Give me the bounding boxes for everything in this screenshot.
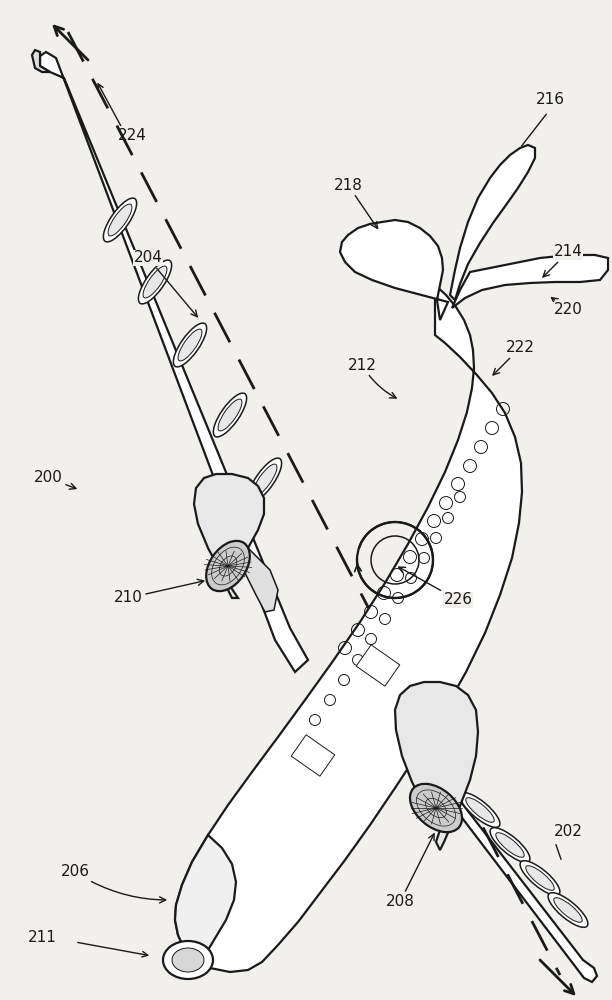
- Ellipse shape: [526, 866, 554, 890]
- Polygon shape: [238, 548, 278, 612]
- Text: 226: 226: [399, 567, 472, 607]
- Polygon shape: [32, 50, 50, 72]
- Ellipse shape: [138, 260, 171, 304]
- Text: 212: 212: [348, 358, 396, 398]
- Polygon shape: [450, 145, 535, 300]
- Text: 206: 206: [61, 864, 166, 903]
- Ellipse shape: [496, 833, 524, 857]
- Text: 220: 220: [551, 298, 583, 318]
- Ellipse shape: [103, 198, 136, 242]
- Ellipse shape: [554, 898, 582, 922]
- Ellipse shape: [143, 266, 167, 298]
- Polygon shape: [424, 740, 462, 808]
- Text: 224: 224: [118, 128, 146, 143]
- Text: 204: 204: [133, 250, 197, 317]
- Ellipse shape: [163, 941, 213, 979]
- Ellipse shape: [214, 393, 247, 437]
- Ellipse shape: [410, 784, 462, 832]
- Ellipse shape: [490, 828, 530, 862]
- Polygon shape: [291, 735, 335, 776]
- Ellipse shape: [548, 893, 588, 927]
- Ellipse shape: [248, 458, 282, 502]
- Ellipse shape: [173, 323, 207, 367]
- Polygon shape: [398, 726, 597, 982]
- Ellipse shape: [178, 329, 202, 361]
- Text: 216: 216: [536, 93, 564, 107]
- Polygon shape: [340, 220, 448, 320]
- Polygon shape: [175, 285, 522, 972]
- Text: 222: 222: [493, 340, 534, 375]
- Ellipse shape: [520, 861, 560, 895]
- Text: 210: 210: [114, 579, 204, 605]
- Text: 211: 211: [28, 930, 56, 946]
- Ellipse shape: [108, 204, 132, 236]
- Text: 208: 208: [386, 834, 434, 910]
- Polygon shape: [452, 255, 608, 308]
- Polygon shape: [194, 474, 264, 598]
- Ellipse shape: [253, 464, 277, 496]
- Ellipse shape: [460, 793, 500, 827]
- Polygon shape: [175, 835, 236, 963]
- Ellipse shape: [206, 541, 250, 591]
- Text: 202: 202: [554, 824, 583, 840]
- Ellipse shape: [218, 399, 242, 431]
- Ellipse shape: [172, 948, 204, 972]
- Text: 200: 200: [34, 471, 76, 489]
- Text: 218: 218: [334, 178, 378, 228]
- Ellipse shape: [466, 798, 494, 822]
- Polygon shape: [395, 682, 478, 850]
- Polygon shape: [356, 645, 400, 686]
- Polygon shape: [40, 52, 308, 672]
- Text: 214: 214: [543, 244, 583, 277]
